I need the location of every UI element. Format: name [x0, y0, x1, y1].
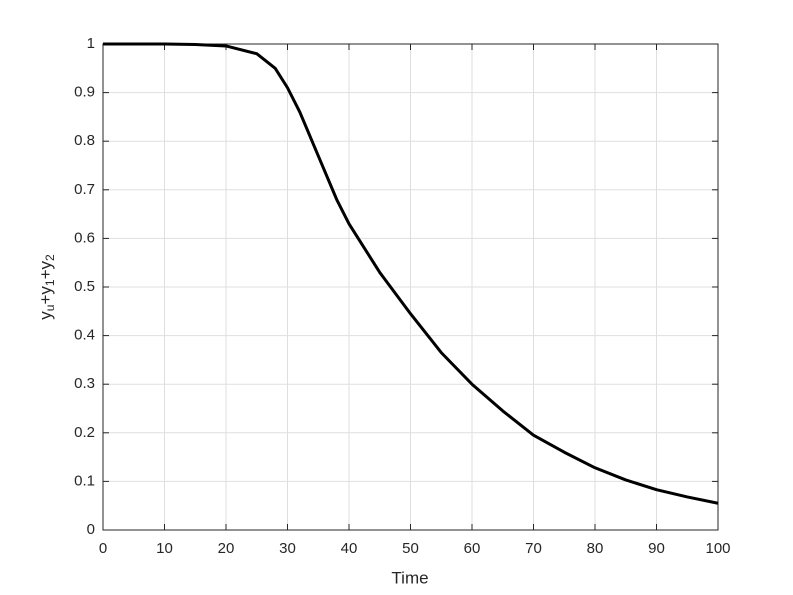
y-axis-label-subscript: 1: [43, 279, 57, 286]
y-tick-label: 0.2: [74, 424, 95, 441]
y-axis-label-subscript: u: [43, 305, 57, 312]
y-axis-label-part: +y: [36, 260, 55, 279]
y-tick-label: 1: [87, 35, 95, 52]
y-tick-label: 0.3: [74, 375, 95, 392]
data-line: [103, 42, 719, 505]
x-tick-label: 80: [587, 540, 604, 557]
x-tick-label: 0: [99, 540, 107, 557]
x-tick-label: 10: [156, 540, 173, 557]
y-tick-label: 0.1: [74, 472, 95, 489]
y-tick-label: 0.4: [74, 327, 95, 344]
x-tick-label: 50: [402, 540, 419, 557]
x-tick-label: 40: [341, 540, 358, 557]
x-tick-label: 60: [464, 540, 481, 557]
x-tick-label: 90: [648, 540, 665, 557]
y-axis-label-part: +y: [36, 286, 55, 305]
y-axis-label: yu+y1+y2: [36, 254, 56, 320]
y-axis-label-subscript: 2: [43, 254, 57, 261]
y-tick-label: 0.5: [74, 278, 95, 295]
x-tick-label: 20: [218, 540, 235, 557]
y-axis-label-part: y: [36, 311, 55, 320]
x-tick-label: 70: [525, 540, 542, 557]
x-tick-label: 30: [279, 540, 296, 557]
y-tick-label: 0.6: [74, 229, 95, 246]
x-tick-label: 100: [705, 540, 730, 557]
y-tick-label: 0: [87, 521, 95, 538]
y-tick-label: 0.9: [74, 84, 95, 101]
x-axis-label: Time: [391, 568, 428, 587]
y-tick-label: 0.8: [74, 132, 95, 149]
y-tick-label: 0.7: [74, 181, 95, 198]
